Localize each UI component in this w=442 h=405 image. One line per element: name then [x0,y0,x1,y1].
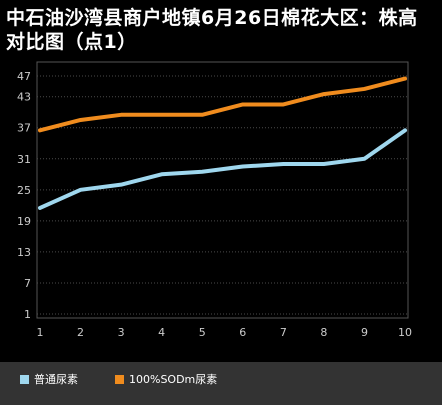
y-tick-label-0: 1 [24,308,31,321]
series-line-0 [38,128,407,210]
x-tick-label-6: 7 [280,326,287,339]
x-tick-label-4: 5 [199,326,206,339]
x-tick-label-0: 1 [37,326,44,339]
grid-lines [37,75,408,315]
y-tick-label-6: 37 [17,122,31,135]
legend-swatch-1 [115,375,124,384]
x-tick-label-9: 10 [398,326,412,339]
legend-label-0: 普通尿素 [34,373,78,386]
y-tick-label-3: 19 [17,215,31,228]
x-axis-ticks: 1 2 3 4 5 6 7 8 9 10 [37,326,413,339]
x-tick-label-7: 8 [320,326,327,339]
legend: 普通尿素 100%SODm尿素 [0,362,442,405]
legend-swatch-0 [20,375,29,384]
series-lines [38,76,407,210]
legend-label-1: 100%SODm尿素 [129,373,218,386]
x-tick-label-2: 3 [118,326,125,339]
x-tick-label-1: 2 [77,326,84,339]
y-axis-ticks: 1 7 13 19 25 31 37 43 47 [17,70,31,321]
chart-title: 中石油沙湾县商户地镇6月26日棉花大区：株高对比图（点1） [6,7,418,53]
y-tick-label-1: 7 [24,277,31,290]
y-tick-label-5: 31 [17,153,31,166]
x-tick-label-8: 9 [361,326,368,339]
x-tick-label-3: 4 [158,326,165,339]
line-chart: 1 7 13 19 25 31 37 43 47 1 2 3 4 5 6 7 8 9 10 [17,61,413,339]
x-tick-label-5: 6 [239,326,246,339]
y-tick-label-7: 43 [17,91,31,104]
y-tick-label-2: 13 [17,246,31,259]
y-tick-label-8: 47 [17,70,31,83]
y-tick-label-4: 25 [17,184,31,197]
series-line-1 [38,76,407,133]
